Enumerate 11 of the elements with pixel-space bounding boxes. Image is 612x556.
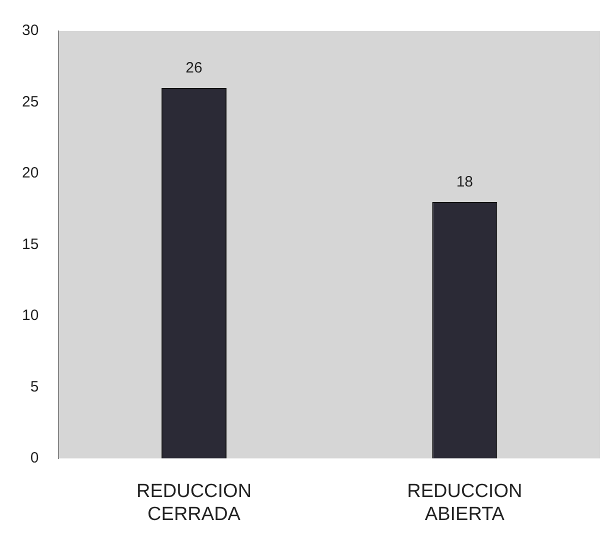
x-tick-label: REDUCCION CERRADA [136,481,252,525]
x-tick-label: REDUCCION ABIERTA [407,481,522,525]
data-label: 18 [456,174,474,191]
y-tick-label: 10 [22,307,39,324]
y-tick-label: 0 [30,450,39,467]
y-tick-label: 15 [22,236,39,253]
data-label: 26 [186,60,202,77]
y-tick-label: 30 [22,22,39,40]
y-tick-label: 25 [22,93,39,110]
y-tick-label: 20 [22,164,39,182]
y-tick-label: 5 [30,378,39,396]
